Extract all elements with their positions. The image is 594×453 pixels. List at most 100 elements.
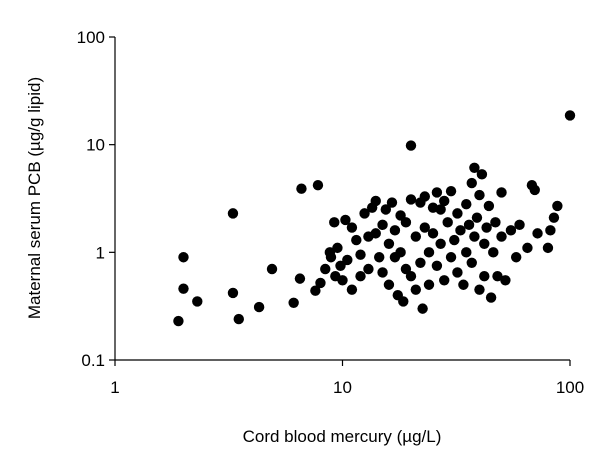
data-point (492, 271, 503, 282)
data-point (417, 303, 428, 314)
data-point (389, 225, 401, 236)
data-point (405, 140, 417, 151)
data-point (227, 208, 239, 219)
data-point (452, 208, 463, 219)
data-point (335, 260, 346, 271)
data-point (332, 242, 343, 254)
data-point (474, 189, 485, 201)
data-point (427, 228, 439, 239)
data-point (312, 180, 324, 191)
data-point (370, 228, 381, 239)
data-point (419, 191, 430, 202)
data-point (439, 275, 450, 286)
data-point (449, 234, 460, 246)
y-tick-label: 1 (96, 243, 105, 262)
data-point (288, 297, 299, 308)
data-point (431, 260, 443, 271)
data-point (346, 222, 358, 233)
data-point (346, 284, 358, 295)
data-point (192, 296, 203, 307)
data-point (435, 238, 446, 250)
data-point (452, 267, 463, 278)
data-point (481, 222, 492, 233)
data-point (337, 275, 348, 286)
data-point (483, 200, 495, 212)
data-point (476, 169, 488, 180)
data-point (510, 252, 522, 263)
y-tick-label: 10 (86, 136, 105, 155)
data-point (419, 222, 430, 233)
data-point (294, 273, 306, 284)
x-axis-label: Cord blood mercury (µg/L) (243, 427, 442, 446)
data-point (490, 217, 501, 228)
data-point (310, 285, 321, 296)
x-tick-label: 100 (556, 378, 584, 397)
data-point (383, 238, 395, 250)
y-tick-label: 100 (77, 28, 105, 47)
data-point (500, 275, 511, 286)
data-point (415, 257, 426, 268)
data-point (431, 187, 443, 198)
data-point (423, 247, 435, 258)
data-point (400, 217, 412, 228)
data-point (296, 183, 307, 194)
y-tick-label: 0.1 (81, 351, 105, 370)
data-point (545, 225, 556, 236)
data-point (542, 242, 554, 254)
data-point (395, 247, 406, 258)
data-point (315, 277, 326, 289)
x-tick-label: 10 (333, 378, 352, 397)
data-point (173, 315, 184, 327)
data-point (479, 271, 490, 282)
data-point (374, 252, 385, 263)
data-point (233, 313, 244, 325)
data-point (474, 284, 485, 295)
data-point (405, 194, 417, 205)
data-point (342, 254, 353, 266)
data-point (455, 225, 466, 236)
data-point (461, 247, 472, 258)
data-point (400, 263, 412, 275)
data-point (522, 242, 533, 254)
data-point (383, 279, 395, 290)
data-point (445, 252, 457, 263)
data-point (466, 257, 477, 268)
data-point (410, 284, 422, 295)
x-tick-label: 1 (110, 378, 119, 397)
data-point (445, 185, 457, 197)
data-point (479, 238, 490, 250)
data-point (405, 271, 417, 282)
data-point (377, 219, 388, 231)
data-point (435, 204, 446, 215)
data-point (442, 217, 453, 228)
data-point (351, 234, 362, 246)
data-point (178, 252, 189, 263)
data-point (266, 263, 278, 275)
data-point (469, 162, 480, 173)
data-point (505, 225, 517, 236)
data-point (227, 287, 239, 299)
data-point (469, 231, 480, 242)
data-point (458, 279, 469, 290)
data-point (532, 228, 543, 239)
data-point (363, 263, 374, 275)
data-point (329, 217, 340, 228)
data-point (355, 271, 366, 282)
data-point (178, 283, 189, 294)
data-point (463, 219, 475, 231)
data-point (552, 200, 563, 212)
data-point (359, 208, 370, 219)
data-point (325, 252, 337, 263)
data-point (320, 263, 331, 275)
data-point (380, 204, 392, 215)
y-axis-label: Maternal serum PCB (µg/g lipid) (25, 77, 44, 319)
data-point (340, 214, 351, 226)
data-point (485, 292, 497, 303)
data-point (377, 267, 388, 278)
data-point (253, 301, 265, 313)
data-point (496, 231, 507, 242)
data-point (488, 247, 499, 258)
data-point (466, 177, 477, 189)
data-point (496, 187, 507, 198)
